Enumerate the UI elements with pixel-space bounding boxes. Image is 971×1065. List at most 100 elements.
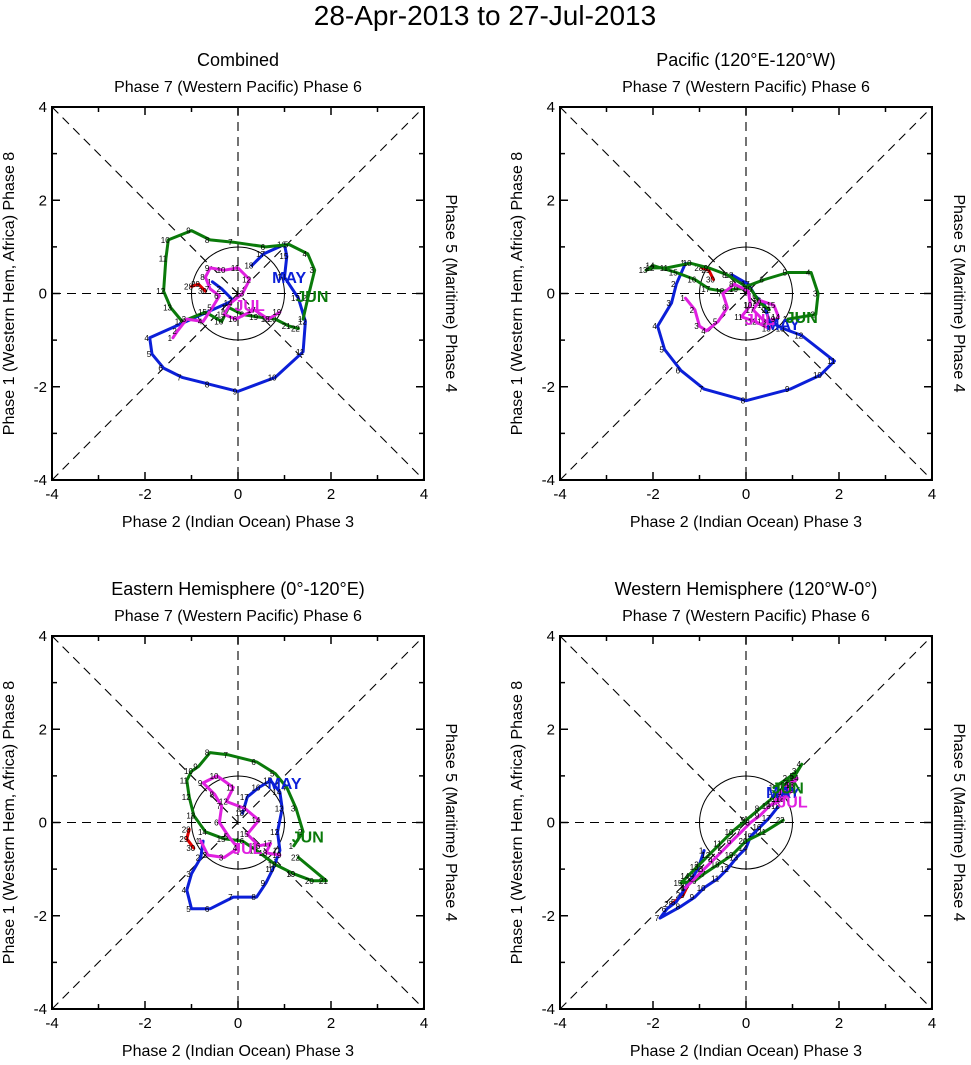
- series-line-jun: [162, 229, 317, 330]
- day-label: 6: [722, 303, 727, 312]
- day-label: 1: [196, 837, 201, 846]
- x-tick-label: 4: [420, 1015, 428, 1032]
- series-line-apr: [190, 282, 207, 293]
- day-label: 5: [790, 772, 795, 781]
- day-label: 13: [729, 853, 738, 862]
- day-label: 3: [690, 870, 695, 879]
- day-label: 15: [263, 777, 272, 786]
- day-label: 16: [228, 315, 237, 324]
- day-label: 14: [739, 844, 748, 853]
- day-label: 11: [226, 784, 235, 793]
- day-label: 6: [261, 243, 266, 252]
- day-label: 15: [217, 310, 226, 319]
- day-label: 4: [144, 334, 149, 343]
- series-line-may: [148, 243, 307, 393]
- day-label: 5: [147, 350, 152, 359]
- day-label: 15: [766, 301, 775, 310]
- x-tick-label: 2: [327, 1015, 335, 1032]
- day-label: 11: [296, 348, 305, 357]
- day-label: 19: [785, 786, 794, 795]
- day-label: 6: [214, 292, 219, 301]
- series-line-jul: [199, 774, 282, 859]
- day-label: 6: [251, 758, 256, 767]
- day-label: 15: [743, 832, 752, 841]
- day-label: 2: [694, 860, 699, 869]
- day-label: 5: [659, 345, 664, 354]
- day-label: 8: [676, 902, 681, 911]
- day-label: 22: [291, 324, 300, 333]
- day-label: 10: [683, 259, 692, 268]
- month-label-may: MAY: [766, 785, 800, 802]
- day-label: 30: [186, 844, 195, 853]
- day-label: 13: [776, 324, 785, 333]
- day-label: 12: [701, 851, 710, 860]
- day-label: 4: [198, 317, 203, 326]
- day-label: 14: [771, 313, 780, 322]
- day-label: 7: [699, 385, 704, 394]
- day-label: 17: [762, 814, 771, 823]
- day-label: 12: [182, 793, 191, 802]
- y-tick-label: 0: [39, 286, 47, 303]
- day-label: 3: [182, 315, 187, 324]
- day-label: 4: [282, 784, 287, 793]
- day-label: 2: [690, 306, 695, 315]
- day-label: 3: [291, 805, 296, 814]
- day-label: 18: [258, 849, 267, 858]
- right-axis-label: Phase 5 (Maritime) Phase 4: [950, 723, 967, 921]
- day-label: 7: [205, 285, 210, 294]
- day-label: 11: [713, 839, 722, 848]
- day-label: 18: [268, 860, 277, 869]
- day-label: 10: [762, 802, 771, 811]
- top-axis-label: Phase 7 (Western Pacific) Phase 6: [622, 79, 870, 96]
- day-label: 12: [794, 331, 803, 340]
- x-tick-label: 4: [928, 486, 936, 503]
- day-label: 28: [184, 283, 193, 292]
- day-label: 14: [272, 788, 281, 797]
- y-tick-label: -2: [542, 908, 555, 925]
- y-tick-label: -4: [542, 472, 555, 489]
- day-label: 13: [186, 812, 195, 821]
- left-axis-label: Phase 1 (Western Hem, Africa) Phase 8: [509, 681, 526, 964]
- day-label: 4: [303, 250, 308, 259]
- day-label: 11: [660, 264, 669, 273]
- day-label: 19: [249, 313, 258, 322]
- day-label: 2: [811, 310, 816, 319]
- day-label: 14: [198, 828, 207, 837]
- day-label: 11: [273, 846, 282, 855]
- panel-western-hemisphere: Western Hemisphere (120°W-0°) Phase 7 (We…: [509, 579, 967, 1060]
- month-label-jul: JUL: [232, 841, 262, 858]
- day-label: 9: [690, 893, 695, 902]
- day-label: 20: [268, 315, 277, 324]
- x-tick-label: 4: [420, 486, 428, 503]
- y-tick-label: 4: [547, 99, 555, 116]
- day-label: 14: [680, 872, 689, 881]
- day-label: 1: [289, 842, 294, 851]
- day-label: 2: [298, 828, 303, 837]
- unit-circle: [191, 775, 285, 870]
- day-label: 21: [282, 322, 291, 331]
- day-label: 17: [697, 870, 706, 879]
- y-tick-label: 0: [547, 286, 555, 303]
- day-label: 28: [664, 900, 673, 909]
- bottom-axis-label: Phase 2 (Indian Ocean) Phase 3: [630, 1043, 862, 1060]
- y-tick-label: -2: [542, 379, 555, 396]
- bottom-axis-label: Phase 2 (Indian Ocean) Phase 3: [122, 514, 354, 531]
- day-label: 6: [158, 364, 163, 373]
- day-label: 10: [268, 373, 277, 382]
- series-line-may: [185, 779, 284, 911]
- day-label: 9: [261, 879, 266, 888]
- day-label: 2: [203, 851, 208, 860]
- day-label: 7: [228, 238, 233, 247]
- day-label: 10: [725, 828, 734, 837]
- left-axis-label: Phase 1 (Western Hem, Africa) Phase 8: [509, 152, 526, 435]
- day-label: 12: [219, 798, 228, 807]
- unit-circle: [699, 246, 793, 341]
- day-label: 13: [275, 805, 284, 814]
- day-label: 18: [776, 795, 785, 804]
- day-label: 9: [193, 763, 198, 772]
- y-tick-label: 2: [39, 721, 47, 738]
- day-label: 12: [748, 317, 757, 326]
- day-label: 9: [186, 227, 191, 236]
- right-axis-label: Phase 5 (Maritime) Phase 4: [442, 723, 459, 921]
